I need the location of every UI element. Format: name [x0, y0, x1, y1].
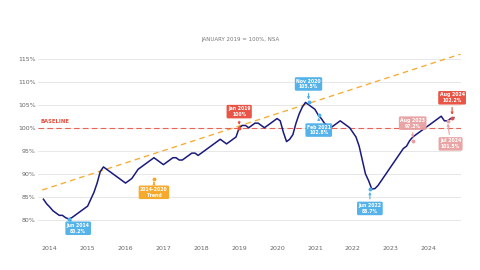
Text: 2014-2020
Trend: 2014-2020 Trend — [140, 183, 168, 198]
Text: Aug 2024
102.2%: Aug 2024 102.2% — [440, 92, 465, 114]
Text: BASELINE: BASELINE — [40, 119, 69, 124]
Text: Jun 2014
80.2%: Jun 2014 80.2% — [67, 220, 90, 234]
Text: JANUARY 2019 = 100%, NSA: JANUARY 2019 = 100%, NSA — [201, 37, 279, 42]
Text: Aug 2023
97.2%: Aug 2023 97.2% — [400, 118, 425, 137]
Text: PRIMERICA HBI™: PRIMERICA HBI™ — [184, 11, 296, 24]
Text: Nov 2020
105.5%: Nov 2020 105.5% — [296, 79, 321, 98]
Text: Jan 2019
100%: Jan 2019 100% — [228, 106, 251, 124]
Text: Jul 2024
101.5%: Jul 2024 101.5% — [440, 125, 461, 149]
Text: Jun 2022
86.7%: Jun 2022 86.7% — [359, 193, 382, 214]
Text: Feb 2021
102.8%: Feb 2021 102.8% — [307, 119, 331, 136]
